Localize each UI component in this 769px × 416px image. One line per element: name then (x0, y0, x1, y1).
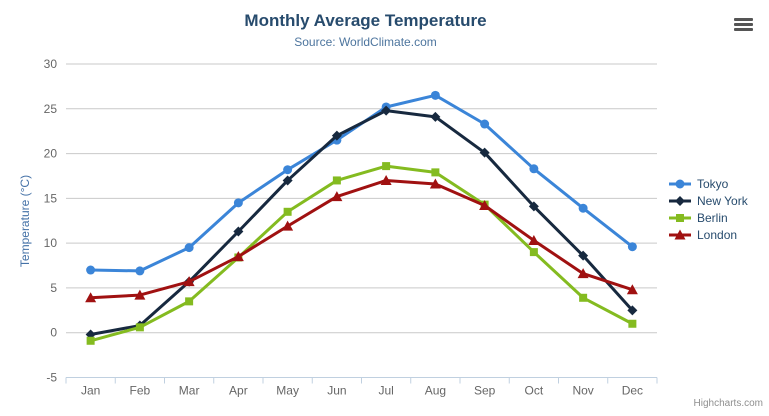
circle-icon (669, 179, 691, 188)
series-marker-new-york[interactable] (282, 175, 293, 186)
series-marker-london[interactable] (429, 178, 441, 189)
x-tick-label: Oct (525, 384, 544, 398)
series-marker-new-york[interactable] (528, 201, 539, 212)
series-marker-tokyo[interactable] (430, 90, 440, 100)
series-marker-london[interactable] (331, 191, 343, 202)
series-marker-berlin[interactable] (332, 176, 341, 185)
series-marker-tokyo[interactable] (184, 243, 194, 253)
series-marker-tokyo[interactable] (578, 203, 588, 213)
series-marker-tokyo[interactable] (529, 164, 539, 174)
legend-item-berlin[interactable]: Berlin (668, 209, 748, 226)
y-tick-label: 30 (44, 57, 58, 71)
credits-link[interactable]: Highcharts.com (693, 398, 763, 409)
x-tick-label: Feb (130, 384, 151, 398)
legend-item-tokyo[interactable]: Tokyo (668, 175, 748, 192)
series-marker-berlin[interactable] (579, 293, 588, 302)
series-marker-new-york[interactable] (430, 111, 441, 122)
legend: Tokyo New York Berlin London (668, 175, 748, 243)
series-marker-berlin[interactable] (431, 168, 440, 177)
series-marker-berlin[interactable] (628, 319, 637, 328)
series-marker-london[interactable] (282, 220, 294, 231)
series-line-new-york[interactable] (89, 109, 634, 337)
y-tick-label: 25 (44, 102, 58, 116)
series-marker-new-york[interactable] (381, 105, 392, 116)
x-tick-label: Jan (81, 384, 100, 398)
x-tick-label: Nov (572, 384, 593, 398)
legend-label: New York (697, 193, 748, 208)
series-marker-berlin[interactable] (185, 297, 194, 306)
series-marker-tokyo[interactable] (233, 198, 243, 208)
y-tick-label: 15 (44, 191, 58, 205)
series-marker-berlin[interactable] (135, 323, 144, 332)
x-tick-label: Sep (474, 384, 496, 398)
chart-subtitle: Source: WorldClimate.com (294, 35, 437, 49)
series-line-berlin[interactable] (89, 164, 634, 343)
x-tick-label: May (276, 384, 299, 398)
y-tick-label: 0 (50, 326, 57, 340)
y-tick-label: -5 (46, 371, 57, 385)
series-marker-london[interactable] (183, 276, 195, 287)
series-marker-tokyo[interactable] (283, 165, 293, 175)
series-marker-tokyo[interactable] (480, 119, 490, 129)
series-marker-berlin[interactable] (283, 207, 292, 216)
series-marker-new-york[interactable] (331, 130, 342, 141)
series-marker-london[interactable] (626, 284, 638, 295)
series-marker-london[interactable] (380, 174, 392, 185)
hamburger-menu-icon (734, 18, 753, 21)
legend-item-new-york[interactable]: New York (668, 192, 748, 209)
x-tick-label: Jul (378, 384, 393, 398)
export-menu-button[interactable] (734, 18, 753, 32)
diamond-icon (669, 195, 691, 206)
series-marker-london[interactable] (577, 268, 589, 279)
series-marker-berlin[interactable] (382, 162, 391, 171)
x-tick-label: Aug (425, 384, 446, 398)
square-icon (669, 213, 691, 222)
x-tick-label: Apr (229, 384, 248, 398)
series-marker-berlin[interactable] (86, 336, 95, 345)
chart-title: Monthly Average Temperature (244, 11, 487, 30)
series-marker-new-york[interactable] (627, 305, 638, 316)
series-marker-new-york[interactable] (479, 147, 490, 158)
x-tick-label: Dec (622, 384, 643, 398)
series-marker-london[interactable] (528, 234, 540, 245)
triangle-icon (669, 229, 691, 239)
y-axis-title: Temperature (°C) (18, 174, 32, 268)
y-tick-label: 10 (44, 236, 58, 250)
series-marker-london[interactable] (479, 200, 491, 211)
series-marker-new-york[interactable] (578, 250, 589, 261)
series-marker-tokyo[interactable] (86, 265, 96, 275)
series-line-london[interactable] (89, 178, 634, 300)
y-tick-label: 5 (50, 281, 57, 295)
series-marker-tokyo[interactable] (135, 266, 145, 276)
series-marker-london[interactable] (232, 251, 244, 262)
series-marker-london[interactable] (85, 292, 97, 303)
legend-label: Berlin (697, 210, 728, 225)
series-marker-new-york[interactable] (233, 226, 244, 237)
legend-label: Tokyo (697, 176, 729, 191)
series-marker-tokyo[interactable] (627, 242, 637, 252)
y-tick-label: 20 (44, 147, 58, 161)
series-marker-berlin[interactable] (529, 248, 538, 257)
x-tick-label: Jun (327, 384, 346, 398)
series-marker-london[interactable] (134, 289, 146, 300)
legend-item-london[interactable]: London (668, 226, 748, 243)
x-tick-label: Mar (179, 384, 200, 398)
legend-label: London (697, 227, 738, 242)
